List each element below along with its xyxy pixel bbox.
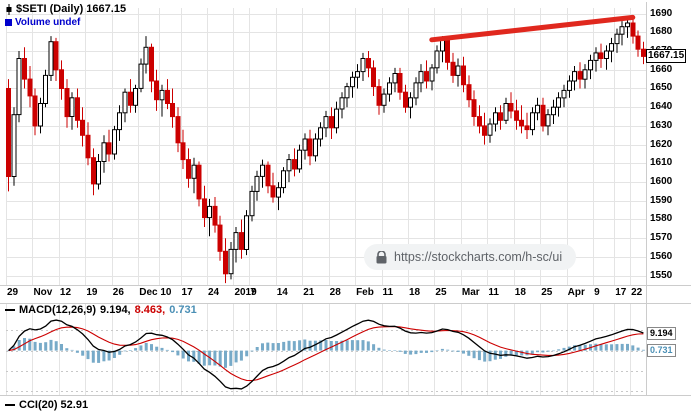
macd-legend-macd-value: 9.194, [100, 304, 131, 316]
macd-current-value-label: 9.194 [647, 327, 676, 341]
last-price-label: 1667.15 [646, 49, 687, 64]
macd-legend-signal-value: 8.463, [134, 304, 166, 316]
volume-legend-icon [5, 19, 12, 26]
macd-legend-label: MACD(12,26,9) [19, 304, 97, 316]
url-watermark-text: https://stockcharts.com/h-sc/ui [394, 250, 563, 264]
cci-line-swatch-icon [5, 404, 15, 406]
candlestick-legend-icon [6, 3, 12, 15]
volume-legend: Volume undef [5, 17, 80, 28]
macd-legend: MACD(12,26,9) 9.194, 8.463, 0.731 [5, 304, 197, 316]
macd-line-swatch-icon [5, 309, 15, 311]
macd-legend-hist-value: 0.731 [169, 304, 197, 316]
lock-icon [376, 250, 387, 263]
url-watermark: https://stockcharts.com/h-sc/ui [364, 244, 577, 270]
volume-legend-text: Volume undef [15, 17, 81, 28]
cci-legend: CCI(20) 52.91 [5, 399, 88, 411]
symbol-title-text: $SETI (Daily) 1667.15 [16, 3, 127, 15]
symbol-title: $SETI (Daily) 1667.15 [5, 3, 126, 15]
macd-histogram-current-value-label: 0.731 [647, 343, 676, 357]
cci-legend-label: CCI(20) 52.91 [19, 399, 89, 411]
